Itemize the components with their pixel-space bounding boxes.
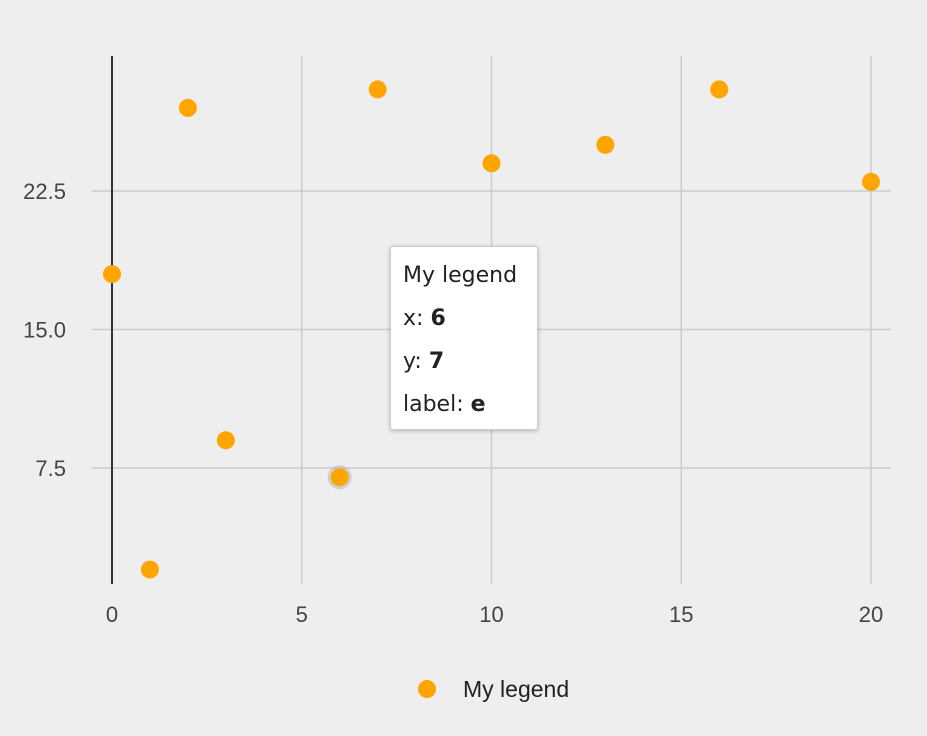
x-tick-label: 10 [479,602,503,627]
tooltip-x-row: x: 6 [403,304,525,347]
x-tick-label: 15 [669,602,693,627]
data-point[interactable] [596,135,615,154]
data-point[interactable] [178,98,197,117]
data-point[interactable] [140,560,159,579]
x-tick-label: 20 [859,602,883,627]
tooltip-y-label: y: [403,349,429,374]
legend[interactable]: My legend [418,674,569,704]
tooltip-series-name: My legend [403,263,518,288]
tooltip-x-label: x: [403,306,431,331]
data-point[interactable] [330,468,349,487]
x-tick-label: 5 [296,602,308,627]
x-tick-label: 0 [106,602,118,627]
tooltip-x-value: 6 [430,306,446,331]
tooltip-y-value: 7 [428,349,445,374]
y-tick-label: 22.5 [23,179,66,204]
tooltip-label-value: e [470,392,486,417]
tooltip-y-row: y: 7 [403,347,525,390]
data-point[interactable] [216,431,235,450]
legend-swatch[interactable] [418,680,436,698]
data-point[interactable] [368,80,387,99]
data-points[interactable] [103,80,880,579]
data-point[interactable] [103,265,121,284]
data-point[interactable] [862,172,880,191]
tooltip-label-label: label: [403,392,471,417]
legend-label[interactable]: My legend [463,675,570,702]
tooltip-label-row: label: e [403,390,525,433]
y-tick-label: 15.0 [23,318,66,343]
tooltip: My legend x: 6 y: 7 label: e [390,246,538,430]
data-point[interactable] [710,80,729,99]
data-point[interactable] [482,154,501,173]
tick-labels: 0 5 10 15 20 7.5 15.0 22.5 [23,179,883,627]
y-tick-label: 7.5 [35,456,66,481]
